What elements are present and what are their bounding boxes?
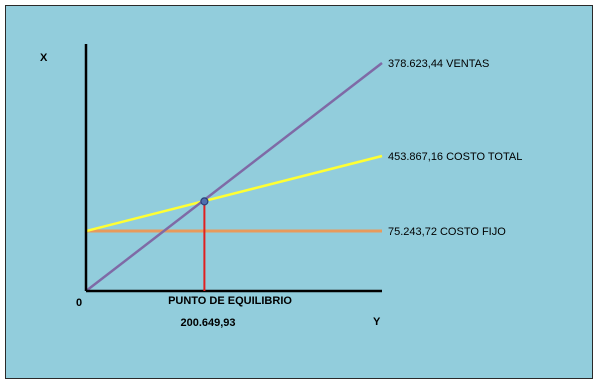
series-line-ventas	[85, 62, 383, 292]
origin-label: 0	[76, 297, 82, 309]
break-even-point	[200, 197, 209, 206]
series-label-costo-fijo: 75.243,72 COSTO FIJO	[388, 226, 506, 238]
break-even-title: PUNTO DE EQUILIBRIO	[168, 295, 292, 307]
series-line-costo-total	[85, 154, 383, 233]
x-axis-label: Y	[373, 316, 381, 328]
label-layer: X Y 0 PUNTO DE EQUILIBRIO 200.649,93 75.…	[40, 52, 522, 329]
series-label-costo-total: 453.867,16 COSTO TOTAL	[388, 151, 522, 163]
chart-frame	[5, 5, 593, 379]
series-label-ventas: 378.623,44 VENTAS	[388, 58, 489, 70]
series-layer	[85, 62, 383, 292]
break-even-value: 200.649,93	[180, 317, 235, 329]
y-axis-label: X	[40, 52, 48, 64]
